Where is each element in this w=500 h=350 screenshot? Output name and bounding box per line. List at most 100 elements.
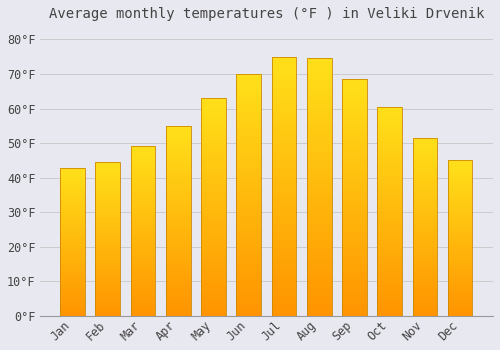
Bar [307, 152, 332, 155]
Bar [448, 275, 472, 277]
Bar [378, 295, 402, 298]
Bar [378, 188, 402, 190]
Bar [166, 311, 190, 314]
Bar [166, 304, 190, 307]
Bar [96, 278, 120, 279]
Bar [307, 236, 332, 239]
Bar [378, 232, 402, 235]
Bar [96, 229, 120, 231]
Bar [448, 281, 472, 283]
Bar [236, 231, 261, 234]
Bar [342, 260, 366, 263]
Bar [130, 204, 156, 206]
Bar [272, 83, 296, 86]
Bar [272, 57, 296, 316]
Bar [448, 302, 472, 304]
Bar [201, 112, 226, 114]
Bar [166, 152, 190, 154]
Bar [307, 94, 332, 97]
Bar [201, 232, 226, 234]
Bar [378, 149, 402, 151]
Bar [201, 98, 226, 316]
Bar [378, 285, 402, 287]
Bar [448, 267, 472, 269]
Bar [307, 81, 332, 84]
Bar [272, 99, 296, 102]
Bar [307, 68, 332, 71]
Bar [307, 113, 332, 117]
Bar [166, 275, 190, 278]
Bar [272, 96, 296, 99]
Bar [166, 259, 190, 261]
Bar [166, 166, 190, 169]
Bar [60, 279, 85, 281]
Bar [96, 195, 120, 196]
Bar [60, 275, 85, 277]
Bar [236, 159, 261, 162]
Bar [342, 295, 366, 298]
Bar [236, 265, 261, 268]
Bar [412, 214, 437, 216]
Bar [236, 162, 261, 165]
Bar [272, 186, 296, 190]
Bar [378, 235, 402, 238]
Bar [60, 190, 85, 192]
Bar [272, 199, 296, 203]
Bar [96, 285, 120, 287]
Bar [342, 162, 366, 165]
Bar [201, 117, 226, 120]
Bar [130, 271, 156, 274]
Bar [412, 278, 437, 280]
Bar [130, 195, 156, 197]
Bar [166, 183, 190, 185]
Bar [412, 307, 437, 309]
Bar [342, 171, 366, 174]
Bar [236, 186, 261, 189]
Bar [412, 138, 437, 316]
Bar [166, 266, 190, 268]
Bar [130, 308, 156, 310]
Bar [307, 245, 332, 248]
Bar [307, 158, 332, 161]
Bar [166, 161, 190, 164]
Bar [201, 300, 226, 302]
Bar [166, 147, 190, 149]
Bar [96, 237, 120, 239]
Bar [448, 217, 472, 219]
Bar [166, 149, 190, 152]
Bar [236, 243, 261, 246]
Bar [60, 270, 85, 272]
Bar [272, 287, 296, 290]
Bar [307, 58, 332, 316]
Bar [342, 201, 366, 203]
Bar [412, 285, 437, 287]
Bar [307, 145, 332, 148]
Bar [412, 292, 437, 294]
Bar [272, 157, 296, 160]
Bar [307, 274, 332, 277]
Bar [272, 241, 296, 245]
Bar [96, 166, 120, 168]
Bar [307, 293, 332, 297]
Bar [378, 287, 402, 290]
Bar [342, 263, 366, 266]
Bar [236, 86, 261, 89]
Bar [342, 218, 366, 221]
Bar [201, 172, 226, 174]
Bar [342, 132, 366, 135]
Bar [272, 86, 296, 89]
Bar [412, 145, 437, 147]
Bar [236, 207, 261, 210]
Bar [236, 201, 261, 204]
Bar [448, 240, 472, 242]
Bar [96, 233, 120, 235]
Bar [342, 272, 366, 274]
Bar [272, 105, 296, 108]
Bar [448, 291, 472, 293]
Bar [60, 205, 85, 207]
Bar [96, 162, 120, 164]
Bar [60, 185, 85, 187]
Bar [272, 70, 296, 73]
Bar [412, 256, 437, 258]
Bar [96, 189, 120, 191]
